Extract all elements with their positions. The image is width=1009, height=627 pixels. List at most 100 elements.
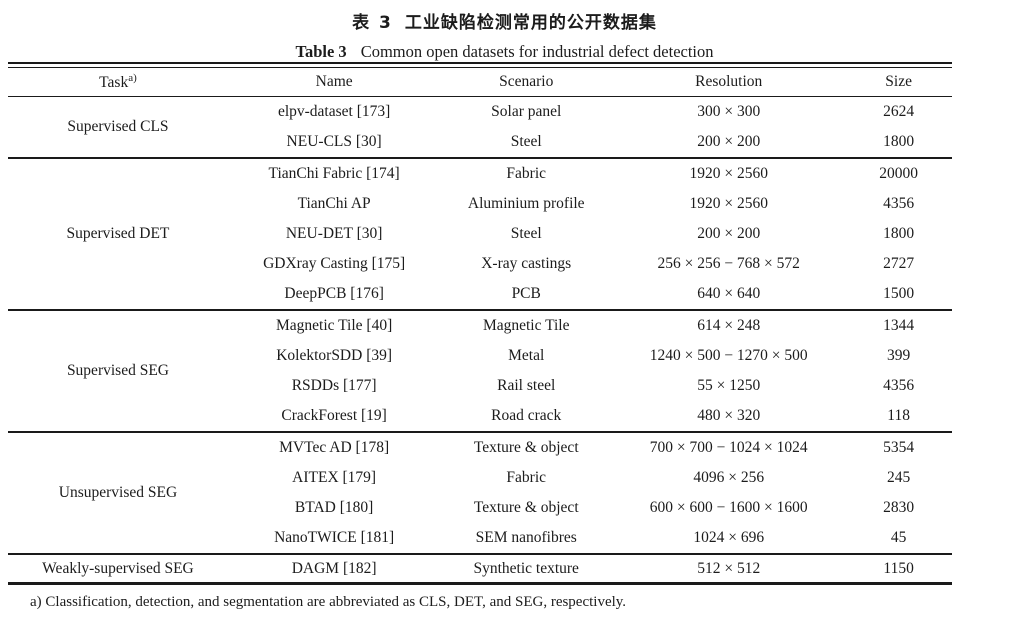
table-row: NEU-CLS [30] Steel 200 × 200 1800 [8, 127, 952, 158]
scenario-cell: Steel [510, 133, 542, 150]
table-footnote: a) Classification, detection, and segmen… [30, 594, 627, 610]
scenario-cell: X-ray castings [481, 255, 572, 272]
resolution-cell: 1024 × 696 [693, 529, 765, 546]
resolution-cell: 256 × 256 − 768 × 572 [657, 255, 800, 272]
task-group-cell: Supervised CLS [67, 118, 169, 135]
size-cell: 2830 [883, 499, 915, 516]
size-cell: 1800 [883, 225, 915, 242]
resolution-cell: 300 × 300 [697, 103, 761, 120]
header-name: Name [227, 68, 441, 97]
resolution-cell: 200 × 200 [697, 133, 761, 150]
resolution-cell: 480 × 320 [697, 407, 761, 424]
table-row: NEU-DET [30] Steel 200 × 200 1800 [8, 219, 952, 249]
dataset-name-cell: Magnetic Tile [40] [227, 309, 441, 341]
table-row: Supervised DET TianChi Fabric [174] Fabric… [8, 157, 952, 310]
size-cell: 245 [887, 469, 911, 486]
table-caption-zh-label: 表 3 [352, 13, 393, 33]
resolution-cell: 640 × 640 [697, 285, 761, 302]
resolution-cell: 600 × 600 − 1600 × 1600 [649, 499, 808, 516]
header-resolution: Resolution [612, 68, 846, 97]
scenario-cell: Solar panel [491, 103, 562, 120]
dataset-name-cell: elpv-dataset [173] [277, 103, 391, 120]
dataset-name-cell: TianChi Fabric [174] [227, 157, 441, 189]
scenario-cell: SEM nanofibres [475, 529, 577, 546]
scenario-cell: Synthetic texture [440, 553, 613, 584]
size-cell: 2727 [883, 255, 915, 272]
datasets-table: Taska) Name Scenario Resolution Size Sup… [8, 68, 952, 585]
scenario-cell: Fabric [506, 469, 547, 486]
table-row: GDXray Casting [175] X-ray castings 256 × … [8, 249, 952, 279]
table-row: AITEX [179] Fabric 4096 × 256 245 [8, 463, 952, 493]
scenario-cell: Steel [510, 225, 542, 242]
table-caption-en-text: Common open datasets for industrial defe… [360, 42, 714, 61]
task-group-cell: Weakly-supervised SEG [8, 553, 228, 584]
scenario-cell: Aluminium profile [467, 195, 585, 212]
datasets-table-wrap: Taska) Name Scenario Resolution Size Sup… [8, 62, 952, 585]
dataset-name-cell: TianChi AP [297, 195, 371, 212]
table-caption-en-label: Table 3 [295, 42, 347, 61]
size-cell: 1150 [845, 553, 952, 584]
table-row: BTAD [180] Texture & object 600 × 600 − 16… [8, 493, 952, 523]
size-cell: 1500 [883, 285, 915, 302]
table-row: TianChi AP Aluminium profile 1920 × 2560 43… [8, 189, 952, 219]
task-group-cell: Unsupervised SEG [8, 431, 228, 554]
size-cell: 399 [887, 347, 911, 364]
header-task: Taska) [8, 68, 228, 97]
scenario-cell: Texture & object [440, 431, 613, 463]
resolution-cell: 1920 × 2560 [689, 195, 768, 212]
table-row: NanoTWICE [181] SEM nanofibres 1024 × 696 4… [8, 523, 952, 554]
table-top-double-rule [8, 62, 952, 68]
dataset-name-cell: NanoTWICE [181] [274, 529, 395, 546]
resolution-cell: 1920 × 2560 [612, 157, 846, 189]
scenario-cell: Magnetic Tile [440, 309, 613, 341]
resolution-cell: 614 × 248 [612, 309, 846, 341]
dataset-name-cell: RSDDs [177] [291, 377, 377, 394]
table-header: Taska) Name Scenario Resolution Size [8, 68, 952, 97]
resolution-cell: 200 × 200 [697, 225, 761, 242]
header-size: Size [845, 68, 952, 97]
header-task-label: Task [99, 74, 129, 92]
resolution-cell: 700 × 700 − 1024 × 1024 [612, 431, 846, 463]
size-cell: 1800 [883, 133, 915, 150]
table-caption-en: Table 3 Common open datasets for industri… [0, 42, 1009, 62]
table-body: Supervised CLS elpv-dataset [173] Solar pa… [8, 97, 952, 584]
table-row: CrackForest [19] Road crack 480 × 320 118 [8, 401, 952, 432]
table-row: DeepPCB [176] PCB 640 × 640 1500 [8, 279, 952, 310]
dataset-name-cell: AITEX [179] [292, 469, 377, 486]
header-task-superscript: a) [128, 71, 137, 84]
size-cell: 5354 [845, 431, 952, 463]
table-caption-zh-text: 工业缺陷检测常用的公开数据集 [404, 13, 657, 33]
resolution-cell: 1240 × 500 − 1270 × 500 [649, 347, 808, 364]
table-row: Supervised CLS elpv-dataset [173] Solar pa… [8, 97, 952, 135]
dataset-name-cell: CrackForest [19] [281, 407, 387, 424]
size-cell: 4356 [883, 377, 915, 394]
table-row: Supervised SEG Magnetic Tile [40] Magnetic… [8, 309, 952, 432]
dataset-name-cell: DeepPCB [176] [284, 285, 384, 302]
size-cell: 20000 [845, 157, 952, 189]
dataset-name-cell: DAGM [182] [227, 553, 441, 584]
scenario-cell: Rail steel [497, 377, 556, 394]
dataset-name-cell: BTAD [180] [294, 499, 374, 516]
scenario-cell: PCB [511, 285, 541, 302]
size-cell: 1344 [845, 309, 952, 341]
scenario-cell: Texture & object [473, 499, 579, 516]
table-row: KolektorSDD [39] Metal 1240 × 500 − 1270 ×… [8, 341, 952, 371]
dataset-name-cell: GDXray Casting [175] [263, 255, 406, 272]
header-row: Taska) Name Scenario Resolution Size [8, 68, 952, 97]
table-row: RSDDs [177] Rail steel 55 × 1250 4356 [8, 371, 952, 401]
resolution-cell: 4096 × 256 [693, 469, 765, 486]
table-row: Weakly-supervised SEG DAGM [182] Synthetic… [8, 553, 952, 584]
table-row: Unsupervised SEG MVTec AD [178] Texture & … [8, 431, 952, 554]
scenario-cell: Road crack [491, 407, 562, 424]
dataset-name-cell: KolektorSDD [39] [276, 347, 393, 364]
size-cell: 4356 [883, 195, 915, 212]
resolution-cell: 512 × 512 [612, 553, 846, 584]
size-cell: 2624 [883, 103, 915, 120]
size-cell: 118 [887, 407, 910, 424]
table-caption-zh: 表 3 工业缺陷检测常用的公开数据集 [0, 0, 1009, 33]
dataset-name-cell: NEU-DET [30] [285, 225, 383, 242]
dataset-name-cell: MVTec AD [178] [227, 431, 441, 463]
resolution-cell: 55 × 1250 [697, 377, 761, 394]
task-group-cell: Supervised DET [8, 157, 228, 310]
